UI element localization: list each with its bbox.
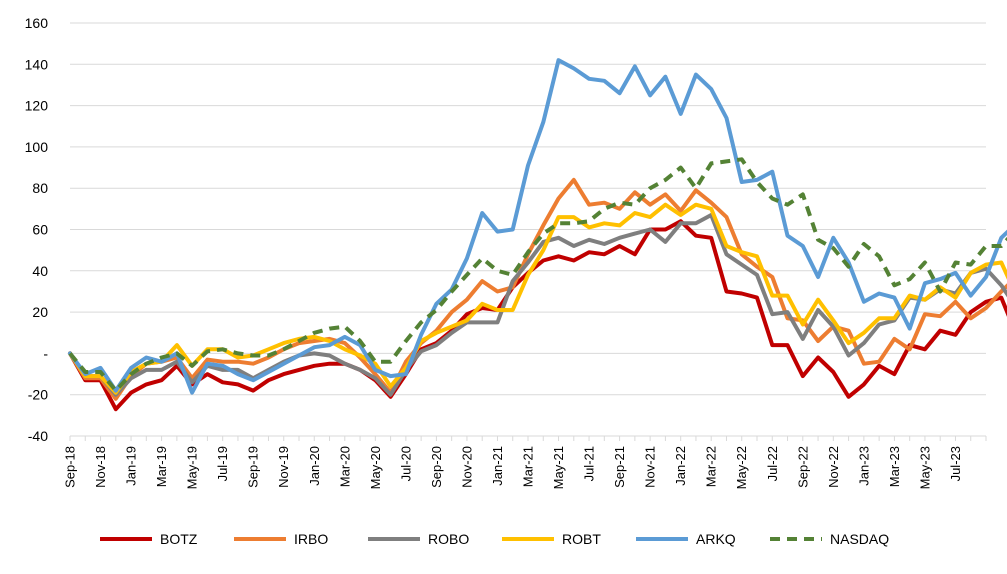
y-tick-label: 20	[32, 304, 48, 320]
legend-label-robo: ROBO	[428, 531, 469, 547]
y-tick-label: 140	[25, 56, 49, 72]
x-tick-label: Jul-19	[215, 446, 230, 481]
x-tick-label: Jul-23	[948, 446, 963, 481]
x-tick-label: May-22	[734, 446, 749, 489]
y-tick-label: -	[43, 345, 48, 361]
x-tick-label: May-23	[917, 446, 932, 489]
x-tick-label: May-21	[551, 446, 566, 489]
x-tick-label: Sep-21	[612, 446, 627, 488]
x-tick-label: Jan-19	[124, 446, 139, 486]
x-tick-label: Jan-22	[673, 446, 688, 486]
series-lines	[68, 58, 1007, 412]
y-tick-label: 80	[32, 180, 48, 196]
legend-label-botz: BOTZ	[160, 531, 198, 547]
x-tick-label: Mar-21	[521, 446, 536, 487]
x-tick-label: Jan-23	[856, 446, 871, 486]
series-line-botz	[68, 219, 1007, 412]
series-line-irbo	[68, 177, 1007, 401]
x-tick-label: Mar-22	[704, 446, 719, 487]
x-tick-label: Mar-19	[154, 446, 169, 487]
x-tick-label: Sep-22	[795, 446, 810, 488]
x-tick-label: Jul-20	[398, 446, 413, 481]
legend-label-nasdaq: NASDAQ	[830, 531, 889, 547]
x-tick-label: Nov-21	[643, 446, 658, 488]
x-tick-label: Sep-19	[246, 446, 261, 488]
y-tick-label: 100	[25, 139, 49, 155]
legend-label-arkq: ARKQ	[696, 531, 736, 547]
y-tick-label: -20	[28, 387, 48, 403]
series-line-nasdaq	[68, 157, 1007, 393]
y-tick-label: 60	[32, 222, 48, 238]
x-tick-label: Jan-20	[307, 446, 322, 486]
x-tick-label: Nov-22	[826, 446, 841, 488]
legend: BOTZ IRBO ROBO ROBT ARKQ NASDAQ	[100, 531, 889, 547]
x-tick-label: Mar-20	[337, 446, 352, 487]
y-tick-label: 40	[32, 263, 48, 279]
series-line-robt	[68, 202, 1007, 395]
y-tick-label: -40	[28, 428, 48, 444]
x-tick-label: Nov-18	[93, 446, 108, 488]
x-tick-label: Jul-21	[582, 446, 597, 481]
x-tick-label: Jan-21	[490, 446, 505, 486]
legend-label-robt: ROBT	[562, 531, 601, 547]
x-tick-label: Nov-20	[459, 446, 474, 488]
y-tick-label: 120	[25, 98, 49, 114]
legend-label-irbo: IRBO	[294, 531, 328, 547]
x-tick-label: May-19	[185, 446, 200, 489]
x-tick-label: May-20	[368, 446, 383, 489]
x-tick-label: Mar-23	[887, 446, 902, 487]
x-tick-label: Sep-20	[429, 446, 444, 488]
y-tick-label: 160	[25, 15, 49, 31]
series-line-arkq	[68, 58, 1007, 395]
x-tick-label: Nov-19	[276, 446, 291, 488]
x-tick-label: Sep-18	[63, 446, 78, 488]
x-tick-label: Jul-22	[765, 446, 780, 481]
